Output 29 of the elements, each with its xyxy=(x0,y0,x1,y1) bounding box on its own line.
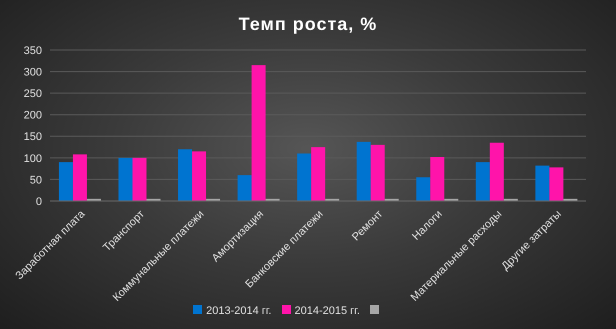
legend-label: 2013-2014 гг. xyxy=(206,305,272,317)
y-tick-label: 0 xyxy=(36,196,42,208)
bar xyxy=(192,151,206,201)
y-tick-label: 200 xyxy=(24,110,42,122)
bar xyxy=(549,167,564,201)
chart-title: Темп роста, % xyxy=(238,14,378,35)
legend-label: 2014-2015 гг. xyxy=(294,305,360,317)
bar xyxy=(356,142,371,201)
bar xyxy=(252,65,266,201)
bar xyxy=(297,154,312,201)
y-tick-label: 300 xyxy=(24,66,42,78)
bar xyxy=(72,154,87,201)
bar xyxy=(430,156,444,201)
y-tick-label: 350 xyxy=(24,44,42,57)
bar xyxy=(238,175,252,201)
bar xyxy=(311,147,326,201)
bar xyxy=(416,177,430,201)
bar xyxy=(58,162,73,201)
bar xyxy=(535,166,550,201)
bar xyxy=(132,158,146,201)
bar xyxy=(476,162,490,201)
y-tick-label: 100 xyxy=(24,152,42,165)
bar xyxy=(118,158,132,201)
y-tick-label: 150 xyxy=(24,131,42,144)
bar xyxy=(178,149,192,201)
y-tick-label: 50 xyxy=(30,174,42,186)
bar xyxy=(490,142,504,201)
y-tick-label: 250 xyxy=(24,88,42,100)
bar xyxy=(370,144,385,201)
